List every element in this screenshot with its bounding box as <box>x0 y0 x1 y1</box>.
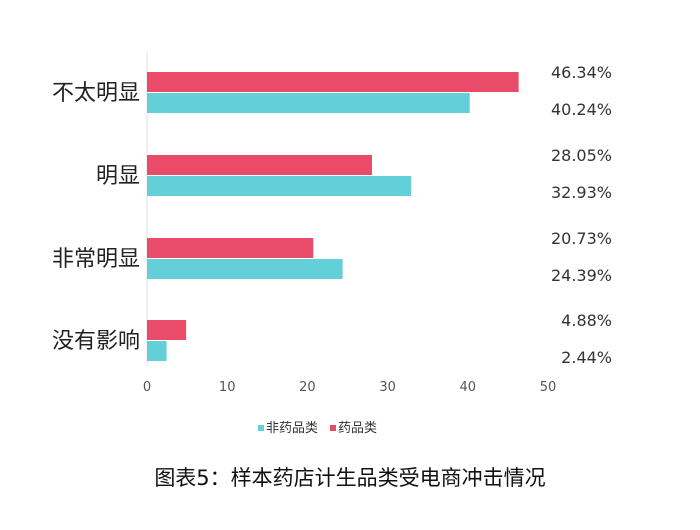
chart-caption: 图表5：样本药店计生品类受电商冲击情况 <box>154 466 545 490</box>
data-label: 46.34% <box>551 63 612 82</box>
legend-label: 非药品类 <box>266 421 318 436</box>
data-label: 24.39% <box>551 266 612 285</box>
legend-label: 药品类 <box>338 421 377 436</box>
x-tick-label: 20 <box>299 380 316 395</box>
bar <box>147 93 470 113</box>
legend: 非药品类 药品类 <box>258 421 377 436</box>
bar <box>147 176 412 196</box>
data-label: 32.93% <box>551 183 612 202</box>
bars-group <box>147 72 519 361</box>
data-label: 4.88% <box>561 311 612 330</box>
bar <box>147 259 343 279</box>
bar <box>147 320 187 340</box>
x-axis-ticks: 0 10 20 30 40 50 <box>143 380 556 395</box>
category-label: 非常明显 <box>52 247 140 272</box>
data-label: 40.24% <box>551 100 612 119</box>
data-label: 2.44% <box>561 348 612 367</box>
x-tick-label: 40 <box>460 380 477 395</box>
bar <box>147 155 372 175</box>
data-label: 20.73% <box>551 229 612 248</box>
category-label: 不太明显 <box>52 81 140 106</box>
data-label: 28.05% <box>551 146 612 165</box>
bar <box>147 341 167 361</box>
data-labels: 46.34% 40.24% 28.05% 32.93% 20.73% 24.39% 4.88… <box>551 63 612 367</box>
x-tick-label: 10 <box>219 380 236 395</box>
category-label: 没有影响 <box>52 329 140 354</box>
x-tick-label: 0 <box>143 380 151 395</box>
category-label: 明显 <box>96 164 140 189</box>
legend-swatch <box>258 425 264 431</box>
bar <box>147 72 519 92</box>
bar <box>147 238 314 258</box>
x-tick-label: 50 <box>540 380 557 395</box>
x-tick-label: 30 <box>379 380 396 395</box>
legend-swatch <box>330 425 336 431</box>
